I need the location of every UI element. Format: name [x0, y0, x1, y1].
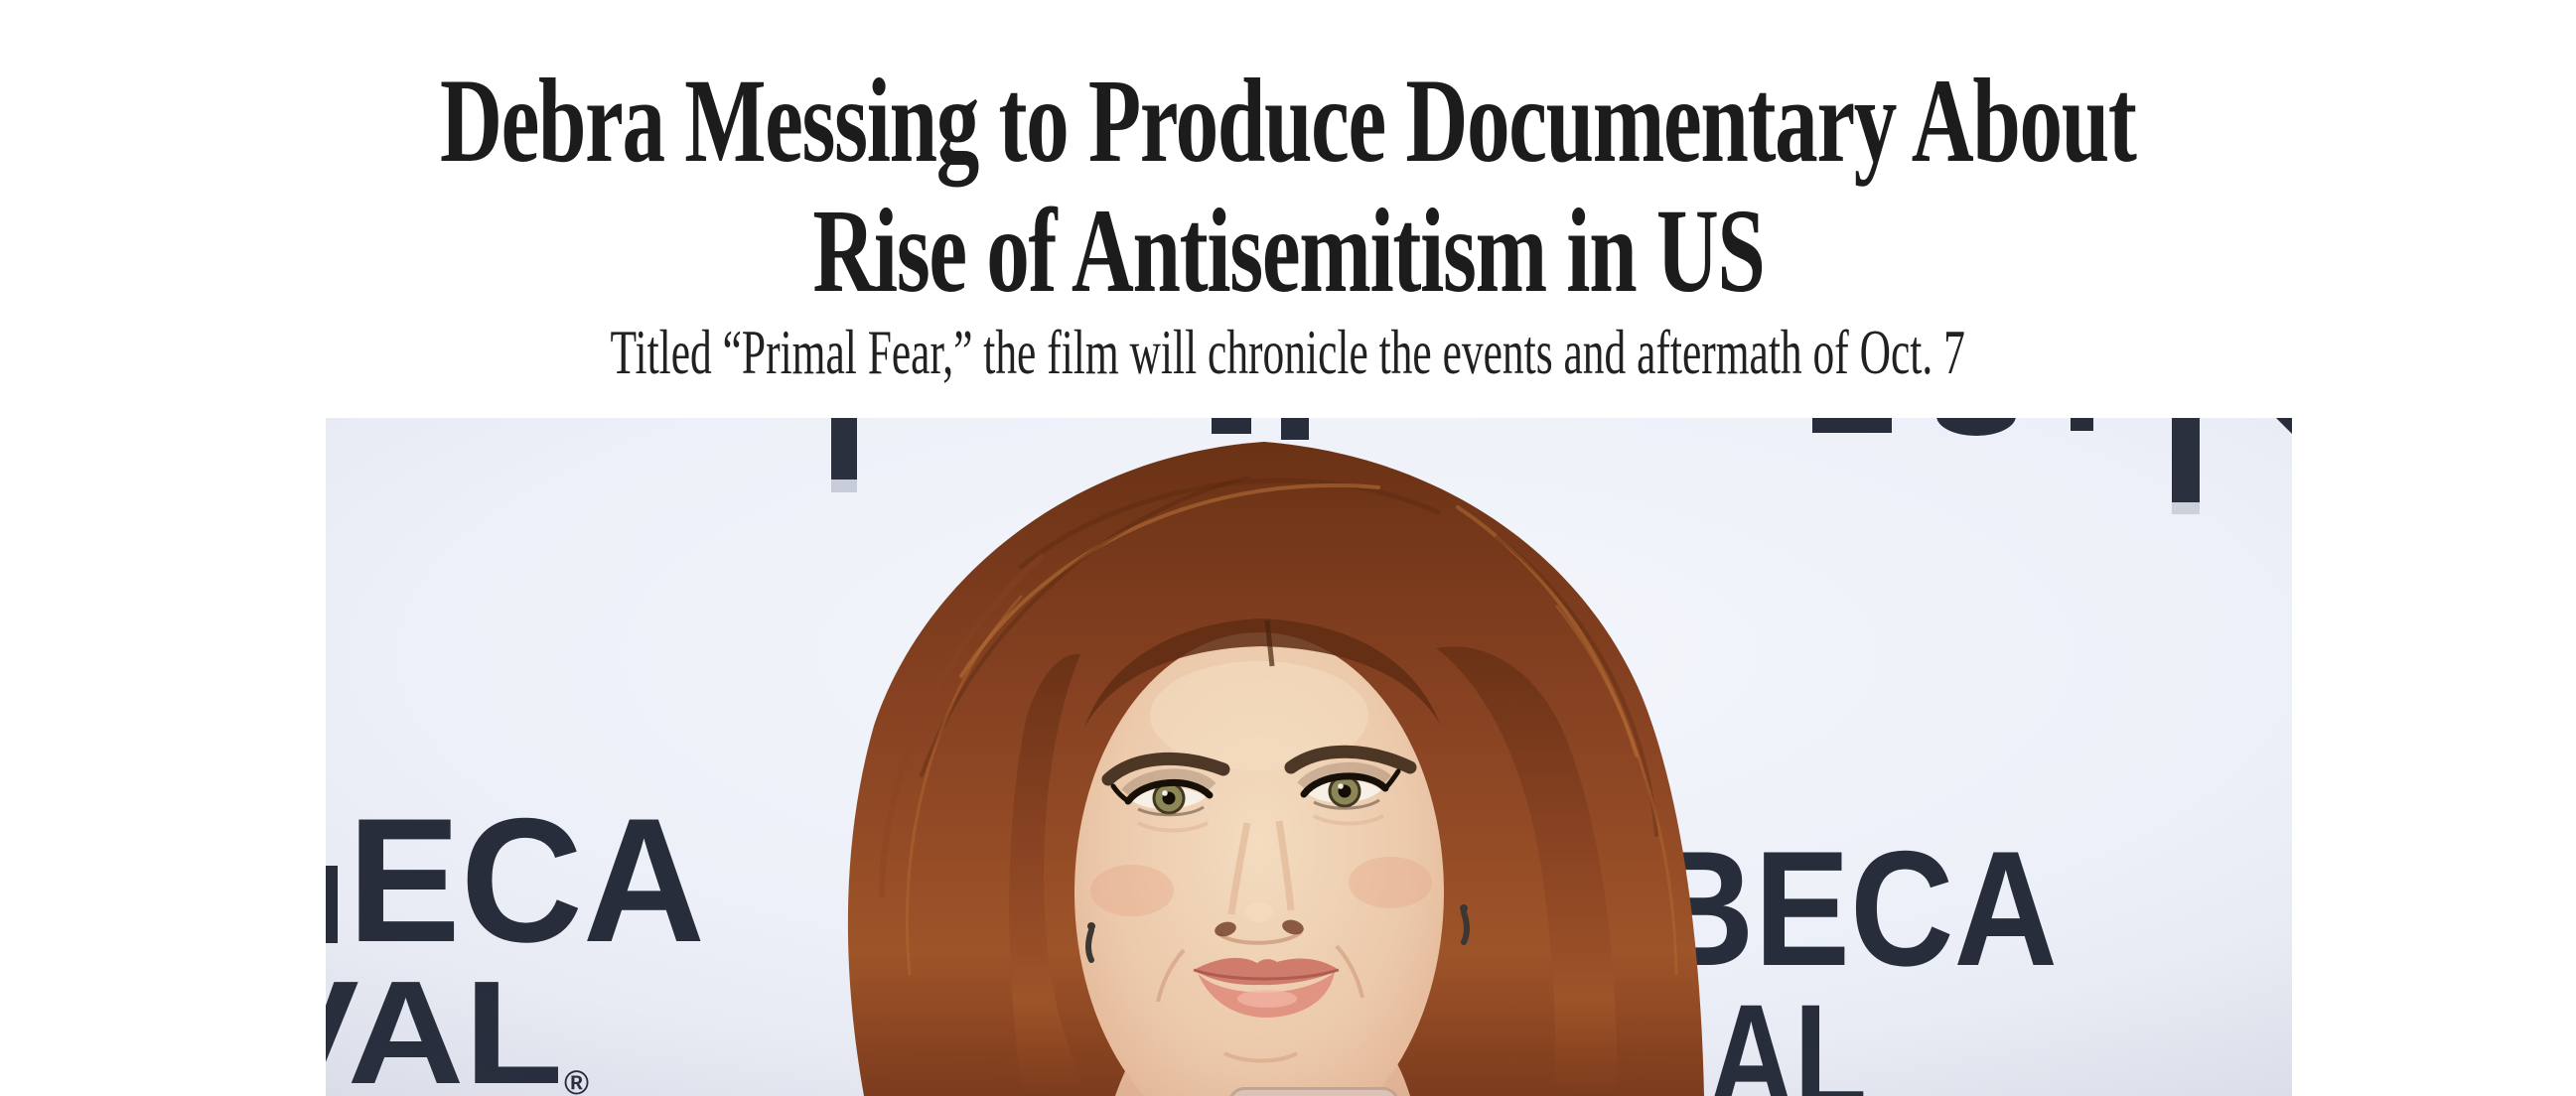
- earrings: [1085, 904, 1470, 963]
- hairline-roots: [1084, 618, 1440, 728]
- backdrop-bar-shadow: [831, 480, 857, 492]
- backdrop-letter-fragment: [1936, 418, 2016, 436]
- lips: [1193, 957, 1340, 1018]
- subhead-row: Titled “Primal Fear,” the film will chro…: [0, 316, 2576, 391]
- article-subhead: Titled “Primal Fear,” the film will chro…: [610, 318, 1966, 387]
- bottom-overlay-element[interactable]: [1228, 1087, 1399, 1096]
- backdrop-letter-fragment: [1281, 418, 1309, 440]
- headline-row-2: Rise of Antisemitism in US: [0, 182, 2576, 312]
- backdrop-letter-fragment: [1812, 418, 1892, 433]
- backdrop-text-right-row2: AL: [1708, 973, 1867, 1096]
- chin-crease: [1223, 1051, 1298, 1063]
- backdrop-letter-fragment: [326, 866, 338, 943]
- backdrop-bar-fragment: [2172, 418, 2200, 502]
- backdrop-letter-fragment: [2071, 418, 2093, 431]
- eyes: [1110, 761, 1401, 833]
- photo-illustration: ECA VAL ® BECA AL: [326, 418, 2292, 1096]
- backdrop-registered-mark: ®: [564, 1064, 589, 1096]
- hair-strands: [879, 476, 1678, 976]
- headline-line-2: Rise of Antisemitism in US: [811, 185, 1766, 318]
- hair-lock-right: [1436, 646, 1618, 1096]
- backdrop-text-left-row2: VAL: [326, 951, 563, 1096]
- portrait-subject: [847, 442, 1704, 1096]
- nose: [1215, 820, 1304, 945]
- backdrop-bar-fragment: [831, 418, 857, 480]
- backdrop-text-right-row1: BECA: [1650, 817, 2058, 1000]
- cheeks: [1090, 857, 1432, 1003]
- backdrop-letters: ECA VAL ® BECA AL: [326, 418, 2292, 1096]
- article-lead-photo: ECA VAL ® BECA AL: [326, 418, 2292, 1096]
- backdrop-text-left-row1: ECA: [348, 781, 705, 979]
- headline-line-1: Debra Messing to Produce Documentary Abo…: [440, 55, 2137, 188]
- backdrop-letter-fragment: [2276, 418, 2292, 434]
- forehead-highlight: [1150, 661, 1368, 770]
- backdrop-letter-fragment: [1212, 418, 1251, 434]
- backdrop-bar-shadow: [2172, 502, 2200, 514]
- headline-row-1: Debra Messing to Produce Documentary Abo…: [0, 52, 2576, 182]
- eyebrows: [1101, 745, 1417, 786]
- hair-part-line: [1264, 619, 1275, 667]
- article-header: Debra Messing to Produce Documentary Abo…: [0, 52, 2576, 312]
- hair-lock-left: [1009, 653, 1088, 1096]
